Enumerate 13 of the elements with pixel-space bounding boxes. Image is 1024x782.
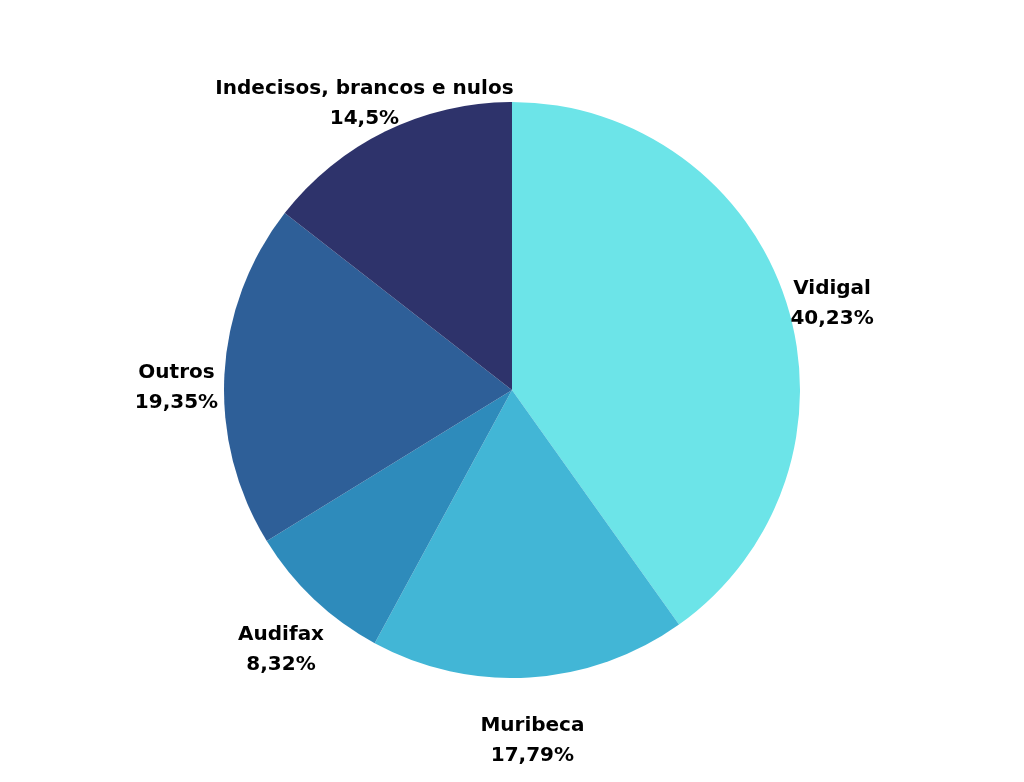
- data-label: 14,5%: [329, 105, 400, 130]
- slice-label: Outros: [138, 358, 215, 383]
- slice-label: Muribeca: [480, 712, 585, 737]
- data-label: 19,35%: [134, 388, 219, 413]
- data-label: 8,32%: [246, 651, 316, 676]
- slice-label: Audifax: [238, 621, 325, 646]
- slice-label: Indecisos, brancos e nulos: [215, 75, 514, 100]
- pie-slice: [374, 390, 680, 678]
- pie-slice: [224, 213, 512, 542]
- pie-slice: [284, 102, 512, 390]
- data-label: 40,23%: [790, 304, 874, 329]
- slice-label: Vidigal: [793, 274, 871, 299]
- data-label: 17,79%: [490, 742, 575, 767]
